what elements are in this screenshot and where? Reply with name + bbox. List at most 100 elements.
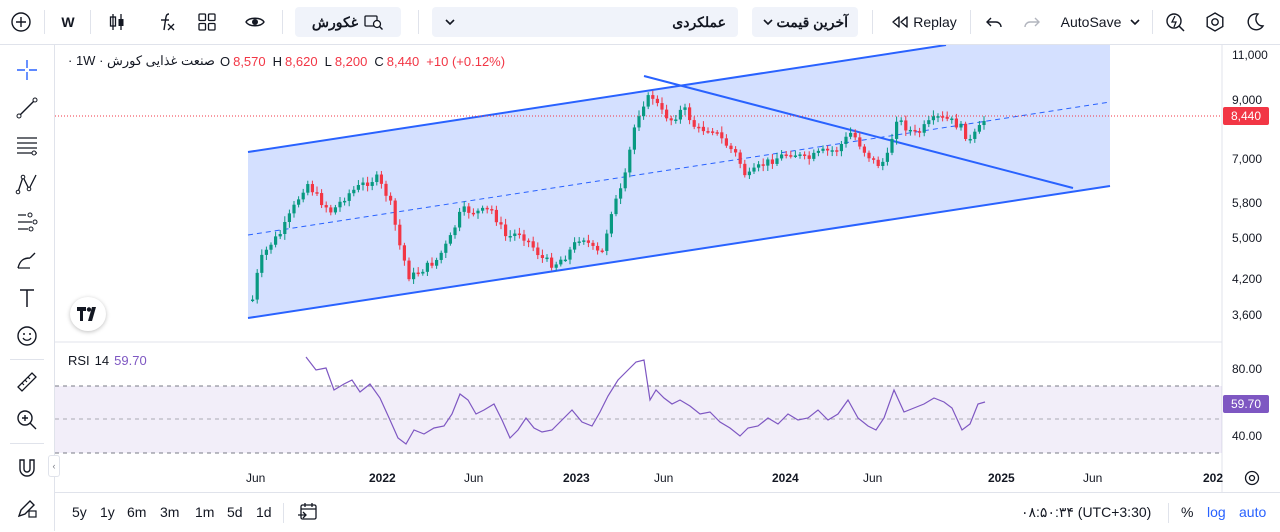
candle [858, 137, 862, 147]
text-tool[interactable] [10, 283, 44, 313]
lock-drawings-tool[interactable] [10, 493, 44, 523]
candle [899, 120, 903, 122]
auto-toggle[interactable]: auto [1239, 504, 1267, 520]
symbol-search-button[interactable]: غکورش [295, 7, 401, 37]
price-tick: 5,800 [1232, 196, 1263, 210]
templates-button[interactable] [190, 7, 224, 37]
grid-icon [198, 13, 216, 31]
pattern-tool[interactable] [10, 169, 44, 199]
layout-select[interactable]: عملکردی [432, 7, 738, 37]
candle [895, 121, 899, 139]
candle [504, 224, 508, 237]
candle [816, 150, 820, 153]
measure-tool[interactable] [10, 367, 44, 397]
search-icon [364, 15, 384, 30]
time-tick: 2022 [369, 471, 396, 485]
candle [637, 116, 641, 128]
legend-low: 8,200 [334, 53, 368, 69]
range-1m[interactable]: 1m [195, 504, 215, 520]
candle [407, 260, 411, 280]
range-3m[interactable]: 3m [160, 504, 180, 520]
autosave-button[interactable]: AutoSave [1056, 7, 1146, 37]
time-tick: Jun [1083, 471, 1103, 485]
candle [982, 120, 986, 126]
function-icon [161, 13, 175, 31]
channel-lower-line[interactable] [247, 185, 1111, 319]
rsi-value-badge: 59.70 [1223, 395, 1269, 413]
quick-search-button[interactable] [1160, 7, 1190, 37]
range-5y[interactable]: 5y [72, 504, 87, 520]
rewind-icon [892, 16, 908, 28]
date-range-button[interactable] [297, 501, 319, 523]
theme-toggle[interactable] [1240, 7, 1270, 37]
add-symbol-button[interactable] [6, 7, 36, 37]
replay-button[interactable]: Replay [888, 7, 960, 37]
redo-button[interactable] [1018, 7, 1046, 37]
candle [839, 143, 843, 152]
smiley-icon [17, 326, 37, 346]
candle [274, 236, 278, 245]
pencil-lock-icon [17, 500, 37, 518]
price-type-select[interactable]: آخرین قیمت [752, 7, 858, 37]
candle [425, 262, 429, 272]
candle [356, 185, 360, 190]
candle [922, 124, 926, 133]
candle [701, 126, 705, 132]
candle [660, 103, 664, 110]
candle [260, 254, 264, 273]
range-5d[interactable]: 5d [227, 504, 243, 520]
brush-tool[interactable] [10, 245, 44, 275]
candle [448, 235, 452, 244]
forecast-tool[interactable] [10, 207, 44, 237]
candle [954, 118, 958, 128]
price-chart[interactable] [55, 45, 1280, 492]
undo-button[interactable] [980, 7, 1008, 37]
legend-low-label: L [324, 53, 332, 69]
candle [821, 148, 825, 151]
candle [628, 149, 632, 173]
candle [582, 240, 586, 242]
symbol-label: غکورش [311, 13, 359, 30]
candle [757, 164, 761, 168]
log-toggle[interactable]: log [1207, 504, 1226, 520]
candle [711, 131, 715, 133]
crosshair-tool[interactable] [10, 55, 44, 85]
candle [775, 158, 779, 164]
price-tick: 9,000 [1232, 93, 1263, 107]
range-6m[interactable]: 6m [127, 504, 147, 520]
visibility-button[interactable] [238, 7, 272, 37]
candle [876, 159, 880, 166]
gear-icon [1206, 12, 1224, 32]
trend-line[interactable] [643, 75, 1074, 189]
candle [301, 192, 305, 200]
interval-button[interactable]: W [61, 14, 75, 30]
candle [950, 118, 954, 121]
legend-title[interactable]: صنعت غذایی کورش · 1W · [68, 53, 215, 68]
trend-line-tool[interactable] [10, 93, 44, 123]
candle [743, 163, 747, 176]
indicators-button[interactable] [150, 7, 184, 37]
axis-settings-button[interactable] [1243, 469, 1261, 492]
candle [416, 272, 420, 275]
candle [697, 126, 701, 129]
candle [439, 252, 443, 260]
settings-button[interactable] [1200, 7, 1230, 37]
emoji-tool[interactable] [10, 321, 44, 351]
magnet-icon [19, 459, 35, 477]
collapse-toolbar-handle[interactable]: ‹ [48, 455, 60, 477]
tradingview-logo[interactable] [70, 297, 106, 331]
fib-tool[interactable] [10, 131, 44, 161]
magnet-tool[interactable] [10, 453, 44, 483]
clock-timezone[interactable]: ۰۸:۵۰:۳۴ (UTC+3:30) [1021, 503, 1152, 520]
zoom-tool[interactable] [10, 405, 44, 435]
percent-toggle[interactable]: % [1181, 504, 1194, 520]
range-1d[interactable]: 1d [256, 504, 272, 520]
chart-type-button[interactable] [100, 7, 134, 37]
candle [508, 236, 512, 238]
candle [798, 154, 802, 156]
channel-upper-line[interactable] [247, 45, 947, 153]
candle [890, 138, 894, 153]
zoom-in-icon [17, 410, 37, 430]
range-1y[interactable]: 1y [100, 504, 115, 520]
rsi-legend[interactable]: RSI 14 59.70 [68, 353, 147, 368]
